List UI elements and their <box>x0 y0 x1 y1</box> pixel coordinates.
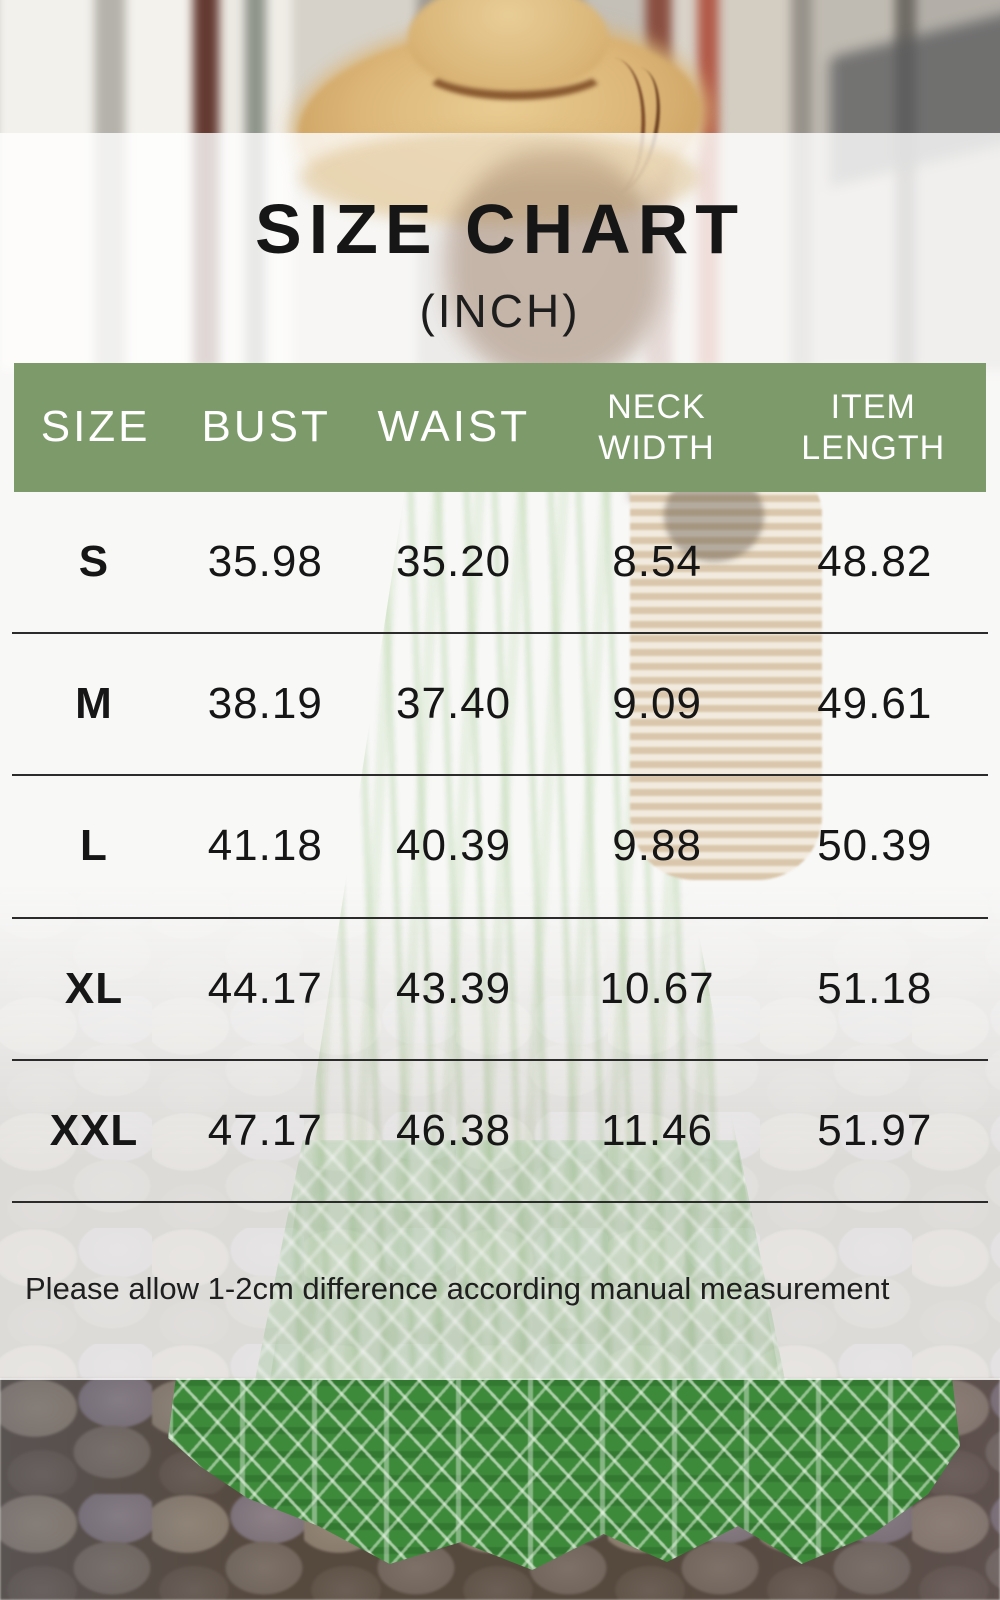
washed-hair <box>450 150 660 380</box>
page-title: SIZE CHART <box>255 190 745 268</box>
woven-straw-bag <box>630 468 822 880</box>
washed-dress-hem <box>255 1140 785 1380</box>
bust-value: 41.18 <box>207 821 323 871</box>
table-row-l: L 41.18 40.39 9.88 50.39 <box>12 776 988 919</box>
waist-value: 37.40 <box>396 679 512 729</box>
item-length-value: 50.39 <box>817 821 933 871</box>
bust-value: 47.17 <box>207 1105 323 1155</box>
size-label: XXL <box>49 1105 139 1155</box>
neck-width-value: 9.09 <box>612 679 702 729</box>
item-length-value: 48.82 <box>817 537 933 587</box>
table-row-s: S 35.98 35.20 8.54 48.82 <box>12 492 988 635</box>
column-header-neck-width: NECK WIDTH <box>598 387 715 467</box>
item-length-value: 49.61 <box>817 679 933 729</box>
size-table-body: S 35.98 35.20 8.54 48.82 M 38.19 37.40 9… <box>12 492 988 1203</box>
washed-hat-fringe <box>300 130 700 225</box>
size-label: XL <box>64 963 124 1013</box>
column-header-waist: WAIST <box>377 402 531 452</box>
size-label: L <box>80 821 108 871</box>
green-dress-hem <box>168 1378 960 1570</box>
item-length-value: 51.97 <box>817 1105 933 1155</box>
bust-value: 44.17 <box>207 963 323 1013</box>
table-row-xxl: XXL 47.17 46.38 11.46 51.97 <box>12 1061 988 1203</box>
size-table-header: SIZE BUST WAIST NECK WIDTH ITEM LENGTH <box>14 363 986 492</box>
column-header-item-length: ITEM LENGTH <box>801 387 946 467</box>
neck-width-value: 10.67 <box>599 963 715 1013</box>
column-header-bust: BUST <box>201 402 331 452</box>
item-length-value: 51.18 <box>817 963 933 1013</box>
column-header-size: SIZE <box>40 402 151 452</box>
straw-hat-band <box>416 30 614 100</box>
neck-width-value: 11.46 <box>601 1105 714 1155</box>
waist-value: 40.39 <box>396 821 512 871</box>
washed-cobblestones <box>0 880 1000 1378</box>
measurement-note: Please allow 1-2cm difference according … <box>25 1271 890 1306</box>
waist-value: 46.38 <box>396 1105 512 1155</box>
neck-width-value: 9.88 <box>612 821 702 871</box>
neck-width-value: 8.54 <box>612 537 702 587</box>
table-row-m: M 38.19 37.40 9.09 49.61 <box>12 634 988 777</box>
waist-value: 43.39 <box>396 963 512 1013</box>
size-label: S <box>78 537 110 587</box>
size-label: M <box>75 679 113 729</box>
bust-value: 38.19 <box>207 679 323 729</box>
bust-value: 35.98 <box>207 537 323 587</box>
table-row-xl: XL 44.17 43.39 10.67 51.18 <box>12 919 988 1061</box>
unit-subtitle: (INCH) <box>419 285 581 337</box>
waist-value: 35.20 <box>396 537 512 587</box>
